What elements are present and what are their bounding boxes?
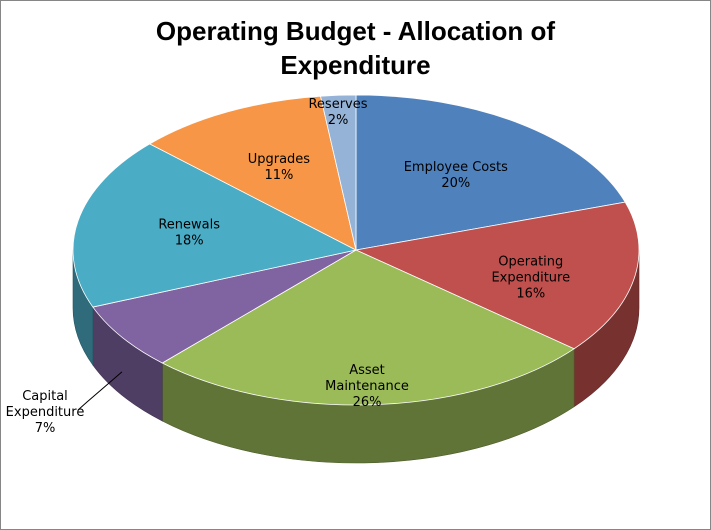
- slice-employee-costs: [355, 94, 626, 251]
- slice-operating-expenditure: [354, 201, 640, 350]
- slice-renewals: [72, 143, 358, 308]
- leader-line-capital-expenditure: [77, 371, 123, 411]
- slice-capital-expenditure: [92, 249, 357, 364]
- label-name-asset-maintenance: Maintenance: [325, 379, 409, 394]
- label-name-reserves: Reserves: [308, 97, 367, 112]
- label-value-employee-costs: 20%: [441, 176, 470, 191]
- label-name-renewals: Renewals: [158, 218, 220, 233]
- label-value-asset-maintenance: 26%: [353, 395, 382, 410]
- label-value-capital-expenditure: 7%: [35, 421, 56, 436]
- chart-title-line-2: Expenditure: [280, 50, 431, 80]
- label-value-renewals: 18%: [175, 234, 204, 249]
- chart-title-line-1: Operating Budget - Allocation of: [155, 16, 556, 46]
- label-name-capital-expenditure: Capital: [22, 389, 68, 404]
- slice-upgrades: [148, 95, 357, 251]
- label-name-operating-expenditure: Operating: [498, 254, 563, 269]
- label-name-employee-costs: Employee Costs: [404, 160, 508, 175]
- label-value-reserves: 2%: [328, 113, 349, 128]
- pie-slices: [72, 94, 640, 406]
- label-name-asset-maintenance: Asset: [349, 363, 385, 378]
- pie-labels: Employee Costs20%OperatingExpenditure16%…: [6, 97, 570, 436]
- label-name-upgrades: Upgrades: [248, 152, 311, 167]
- label-name-capital-expenditure: Expenditure: [6, 405, 85, 420]
- slice-reserves: [320, 94, 357, 251]
- label-name-operating-expenditure: Expenditure: [491, 270, 570, 285]
- slice-asset-maintenance: [161, 249, 575, 406]
- chart-title: Operating Budget - Allocation of Expendi…: [0, 14, 711, 82]
- label-value-upgrades: 11%: [264, 168, 293, 183]
- label-value-operating-expenditure: 16%: [516, 286, 545, 301]
